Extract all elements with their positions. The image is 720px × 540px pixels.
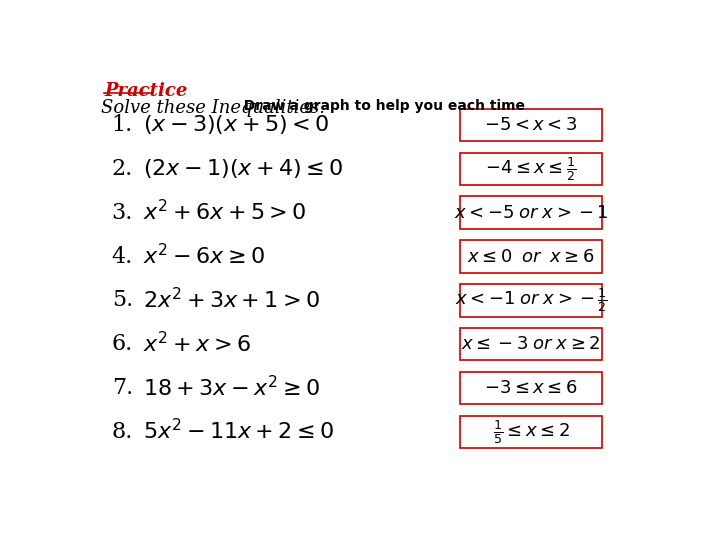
Text: $x^2+x>6$: $x^2+x>6$ bbox=[143, 332, 251, 357]
FancyBboxPatch shape bbox=[461, 197, 601, 229]
Text: 1.: 1. bbox=[112, 114, 133, 136]
Text: $x<-5 \; \mathit{or} \; x>-1$: $x<-5 \; \mathit{or} \; x>-1$ bbox=[454, 204, 608, 221]
Text: $\frac{1}{5}\leq x\leq 2$: $\frac{1}{5}\leq x\leq 2$ bbox=[492, 418, 570, 446]
FancyBboxPatch shape bbox=[461, 328, 601, 361]
Text: 3.: 3. bbox=[112, 201, 133, 224]
Text: $(2x-1)(x+4)\leq 0$: $(2x-1)(x+4)\leq 0$ bbox=[143, 157, 343, 180]
Text: $5x^2-11x+2\leq 0$: $5x^2-11x+2\leq 0$ bbox=[143, 420, 334, 445]
Text: $x\leq 0 \;\; \mathit{or} \;\; x\geq 6$: $x\leq 0 \;\; \mathit{or} \;\; x\geq 6$ bbox=[467, 247, 595, 266]
Text: 2.: 2. bbox=[112, 158, 133, 180]
Text: $x<-1 \; \mathit{or} \; x>-\frac{1}{2}$: $x<-1 \; \mathit{or} \; x>-\frac{1}{2}$ bbox=[454, 287, 608, 314]
FancyBboxPatch shape bbox=[461, 109, 601, 141]
Text: Practice: Practice bbox=[104, 82, 187, 100]
Text: $x^2-6x\geq 0$: $x^2-6x\geq 0$ bbox=[143, 244, 265, 269]
FancyBboxPatch shape bbox=[461, 153, 601, 185]
Text: 7.: 7. bbox=[112, 377, 133, 399]
Text: Draw a graph to help you each time: Draw a graph to help you each time bbox=[234, 99, 525, 113]
FancyBboxPatch shape bbox=[461, 240, 601, 273]
Text: 8.: 8. bbox=[112, 421, 133, 443]
Text: $x\leq -3 \; \mathit{or} \; x\geq 2$: $x\leq -3 \; \mathit{or} \; x\geq 2$ bbox=[462, 335, 600, 353]
Text: 6.: 6. bbox=[112, 333, 133, 355]
Text: 5.: 5. bbox=[112, 289, 133, 312]
Text: $(x-3)(x+5)<0$: $(x-3)(x+5)<0$ bbox=[143, 113, 329, 137]
FancyBboxPatch shape bbox=[461, 416, 601, 448]
Text: $2x^2+3x+1>0$: $2x^2+3x+1>0$ bbox=[143, 288, 320, 313]
Text: $-4\leq x\leq\frac{1}{2}$: $-4\leq x\leq\frac{1}{2}$ bbox=[485, 155, 577, 183]
Text: Solve these Inequalities.: Solve these Inequalities. bbox=[101, 99, 325, 117]
Text: $-5<x<3$: $-5<x<3$ bbox=[485, 116, 577, 134]
Text: $-3\leq x\leq 6$: $-3\leq x\leq 6$ bbox=[484, 379, 577, 397]
Text: 4.: 4. bbox=[112, 246, 133, 267]
Text: $x^2+6x+5>0$: $x^2+6x+5>0$ bbox=[143, 200, 306, 225]
FancyBboxPatch shape bbox=[461, 284, 601, 316]
Text: $18+3x-x^2\geq 0$: $18+3x-x^2\geq 0$ bbox=[143, 376, 320, 401]
FancyBboxPatch shape bbox=[461, 372, 601, 404]
